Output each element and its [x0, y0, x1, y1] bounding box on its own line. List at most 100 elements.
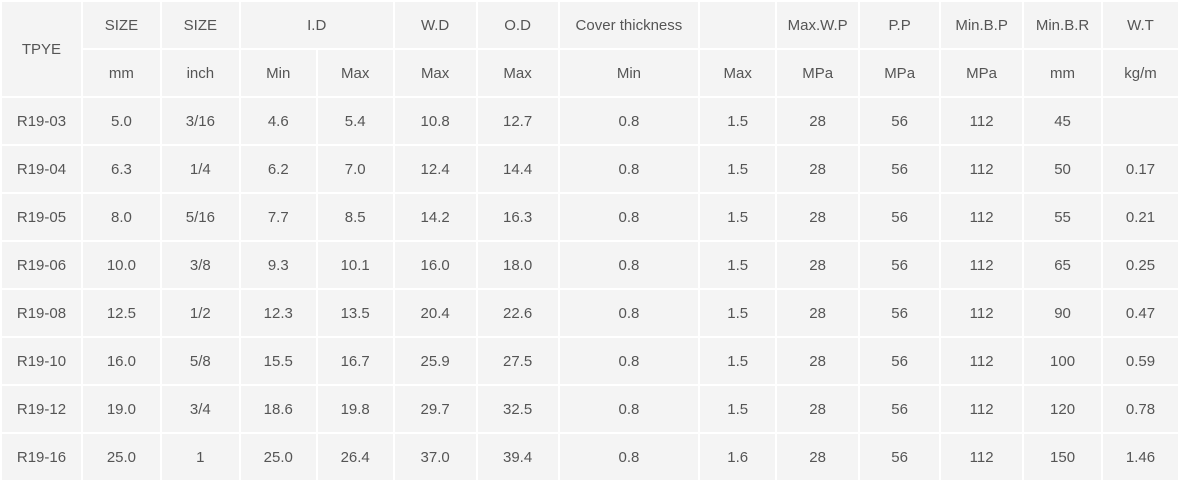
header-min-bp: Min.B.P: [941, 2, 1023, 48]
table-cell: 0.78: [1103, 386, 1178, 432]
table-cell: 5.4: [317, 98, 393, 144]
table-cell: 28: [777, 290, 859, 336]
table-cell: 32.5: [477, 386, 558, 432]
table-cell: 0.59: [1103, 338, 1178, 384]
subheader-cell: kg/m: [1103, 50, 1178, 96]
table-cell: 0.8: [559, 338, 699, 384]
subheader-cell: MPa: [941, 50, 1023, 96]
table-cell: 28: [777, 98, 859, 144]
table-cell: 150: [1024, 434, 1101, 480]
table-cell: 5/16: [161, 194, 239, 240]
table-cell: 0.8: [559, 194, 699, 240]
table-cell: 1.5: [700, 146, 776, 192]
table-cell: 1.46: [1103, 434, 1178, 480]
header-row: TPYE SIZE SIZE I.D W.D O.D Cover thickne…: [2, 2, 1178, 96]
header-max-wp: Max.W.P: [777, 2, 859, 48]
table-cell: 1.5: [700, 386, 776, 432]
table-cell: 1.6: [700, 434, 776, 480]
table-cell: 3/4: [161, 386, 239, 432]
subheader-cell: Max: [317, 50, 393, 96]
subheader-cell: Max: [477, 50, 558, 96]
table-cell: 26.4: [317, 434, 393, 480]
type-cell: R19-12: [2, 386, 81, 432]
table-cell: 14.2: [394, 194, 476, 240]
header-pp: P.P: [860, 2, 940, 48]
table-cell: 112: [941, 338, 1023, 384]
table-cell: 1/2: [161, 290, 239, 336]
table-cell: 12.7: [477, 98, 558, 144]
table-body: R19-03 5.0 3/16 4.6 5.4 10.8 12.7 0.8 1.5 28 56 112…: [2, 98, 1178, 480]
type-cell: R19-10: [2, 338, 81, 384]
table-cell: 0.8: [559, 434, 699, 480]
table-cell: 1.5: [700, 242, 776, 288]
table-cell: 56: [860, 146, 940, 192]
table-cell: 1.5: [700, 338, 776, 384]
header-cover-blank: [700, 2, 776, 48]
table-cell: 56: [860, 242, 940, 288]
table-cell: 55: [1024, 194, 1101, 240]
table-cell: 19.8: [317, 386, 393, 432]
table-cell: 0.8: [559, 98, 699, 144]
table-cell: 28: [777, 242, 859, 288]
table-cell: 18.0: [477, 242, 558, 288]
type-cell: R19-08: [2, 290, 81, 336]
table-cell: 1: [161, 434, 239, 480]
table-cell: 18.6: [240, 386, 316, 432]
table-cell: 1.5: [700, 290, 776, 336]
table-cell: 25.0: [240, 434, 316, 480]
table-cell: 0.25: [1103, 242, 1178, 288]
table-cell: 50: [1024, 146, 1101, 192]
table-cell: 112: [941, 434, 1023, 480]
table-cell: 8.5: [317, 194, 393, 240]
table-cell: 0.21: [1103, 194, 1178, 240]
table-cell: 28: [777, 194, 859, 240]
table-cell: 1.5: [700, 98, 776, 144]
table-cell: 10.0: [82, 242, 160, 288]
subheader-cell: mm: [1024, 50, 1101, 96]
table-cell: 28: [777, 146, 859, 192]
table-cell: 56: [860, 338, 940, 384]
table-cell: 1/4: [161, 146, 239, 192]
table-row: R19-06 10.0 3/8 9.3 10.1 16.0 18.0 0.8 1.5 28 56 11…: [2, 242, 1178, 288]
subheader-cell: Max: [394, 50, 476, 96]
table-cell: 16.7: [317, 338, 393, 384]
header-wd: W.D: [394, 2, 476, 48]
table-cell: 112: [941, 242, 1023, 288]
table-cell: 0.17: [1103, 146, 1178, 192]
table-cell: 112: [941, 98, 1023, 144]
table-cell: 0.8: [559, 386, 699, 432]
table-row: R19-05 8.0 5/16 7.7 8.5 14.2 16.3 0.8 1.5 28 56 112…: [2, 194, 1178, 240]
table-cell: 28: [777, 386, 859, 432]
table-cell: 28: [777, 434, 859, 480]
header-size-inch: SIZE: [161, 2, 239, 48]
header-id: I.D: [240, 2, 393, 48]
table-cell: 112: [941, 146, 1023, 192]
table-cell: 5.0: [82, 98, 160, 144]
table-cell: 16.3: [477, 194, 558, 240]
table-cell: [1103, 98, 1178, 144]
table-cell: 14.4: [477, 146, 558, 192]
subheader-cell: inch: [161, 50, 239, 96]
header-wt: W.T: [1103, 2, 1178, 48]
table-row: R19-12 19.0 3/4 18.6 19.8 29.7 32.5 0.8 1.5 28 56 1…: [2, 386, 1178, 432]
type-cell: R19-03: [2, 98, 81, 144]
table-cell: 3/16: [161, 98, 239, 144]
table-cell: 7.0: [317, 146, 393, 192]
table-cell: 16.0: [82, 338, 160, 384]
table-cell: 1.5: [700, 194, 776, 240]
table-cell: 56: [860, 386, 940, 432]
table-cell: 7.7: [240, 194, 316, 240]
table-cell: 10.8: [394, 98, 476, 144]
table-cell: 0.8: [559, 290, 699, 336]
table-cell: 100: [1024, 338, 1101, 384]
table-row: R19-04 6.3 1/4 6.2 7.0 12.4 14.4 0.8 1.5 28 56 112 5…: [2, 146, 1178, 192]
table-cell: 0.8: [559, 242, 699, 288]
subheader-cell: Max: [700, 50, 776, 96]
table-cell: 4.6: [240, 98, 316, 144]
type-cell: R19-04: [2, 146, 81, 192]
table-cell: 25.9: [394, 338, 476, 384]
table-cell: 12.5: [82, 290, 160, 336]
type-cell: R19-05: [2, 194, 81, 240]
table-cell: 37.0: [394, 434, 476, 480]
